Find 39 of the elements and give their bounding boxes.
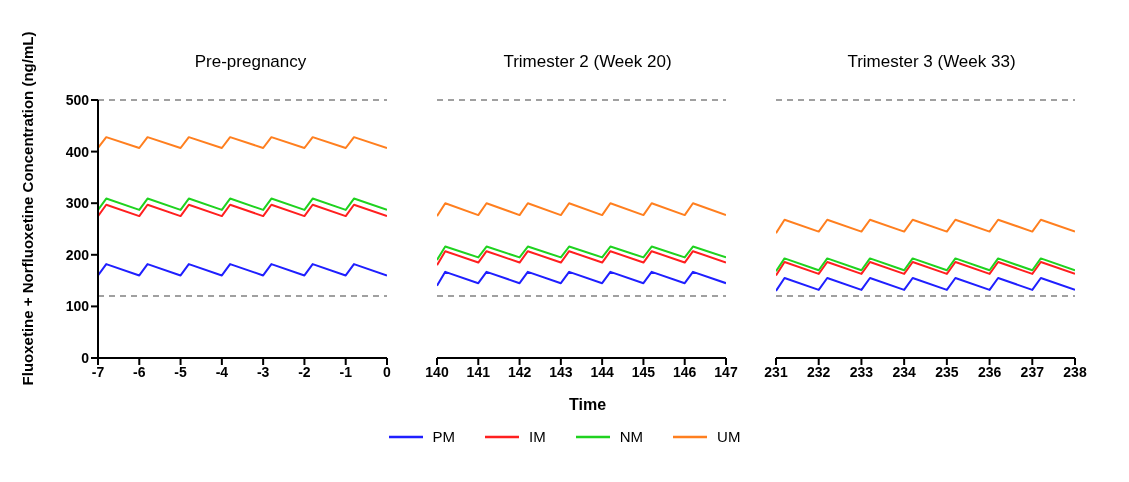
x-tick-label: 145 bbox=[631, 363, 656, 380]
y-tick-label: 200 bbox=[65, 246, 90, 263]
x-tick-label: -5 bbox=[174, 363, 188, 380]
x-tick-label: 141 bbox=[466, 363, 491, 380]
x-tick-label: -2 bbox=[298, 363, 311, 380]
chart-title: Trimester 2 (Week 20) bbox=[502, 52, 673, 73]
chart-title: Trimester 3 (Week 33) bbox=[846, 52, 1017, 73]
x-tick-label: 233 bbox=[849, 363, 874, 380]
x-tick-label: 146 bbox=[673, 363, 697, 380]
y-axis-title: Fluoxetine + Norfluoxetine Concentration (ng/mL) bbox=[19, 31, 37, 385]
y-tick-label: 500 bbox=[65, 91, 90, 108]
x-tick-label: 236 bbox=[977, 363, 1002, 380]
x-tick-label: 144 bbox=[590, 363, 615, 380]
x-tick-label: 238 bbox=[1063, 363, 1087, 380]
x-tick-label: 142 bbox=[507, 363, 532, 380]
x-tick-label: -6 bbox=[133, 363, 146, 380]
x-tick-label: 140 bbox=[425, 363, 449, 380]
legend-label: PM bbox=[432, 428, 456, 445]
legend-label: UM bbox=[717, 428, 741, 445]
x-tick-label: 232 bbox=[807, 363, 831, 380]
x-tick-label: 143 bbox=[549, 363, 573, 380]
y-tick-label: 0 bbox=[81, 349, 90, 366]
x-tick-label: -4 bbox=[215, 363, 229, 380]
legend-label: NM bbox=[619, 428, 644, 445]
y-tick-label: 400 bbox=[65, 143, 90, 160]
x-tick-label: 234 bbox=[892, 363, 917, 380]
x-tick-label: 231 bbox=[764, 363, 788, 380]
x-tick-label: 235 bbox=[935, 363, 959, 380]
chart-title: Pre-pregnancy bbox=[193, 52, 308, 73]
y-tick-label: 300 bbox=[65, 195, 90, 212]
x-tick-label: -3 bbox=[256, 363, 270, 380]
x-tick-label: -7 bbox=[91, 363, 105, 380]
y-tick-label: 100 bbox=[65, 298, 90, 315]
x-tick-label: 0 bbox=[383, 363, 392, 380]
x-tick-label: 237 bbox=[1020, 363, 1045, 380]
legend-label: IM bbox=[529, 428, 546, 445]
x-axis-title: Time bbox=[567, 395, 608, 415]
x-tick-label: 147 bbox=[714, 363, 738, 380]
x-tick-label: -1 bbox=[339, 363, 353, 380]
